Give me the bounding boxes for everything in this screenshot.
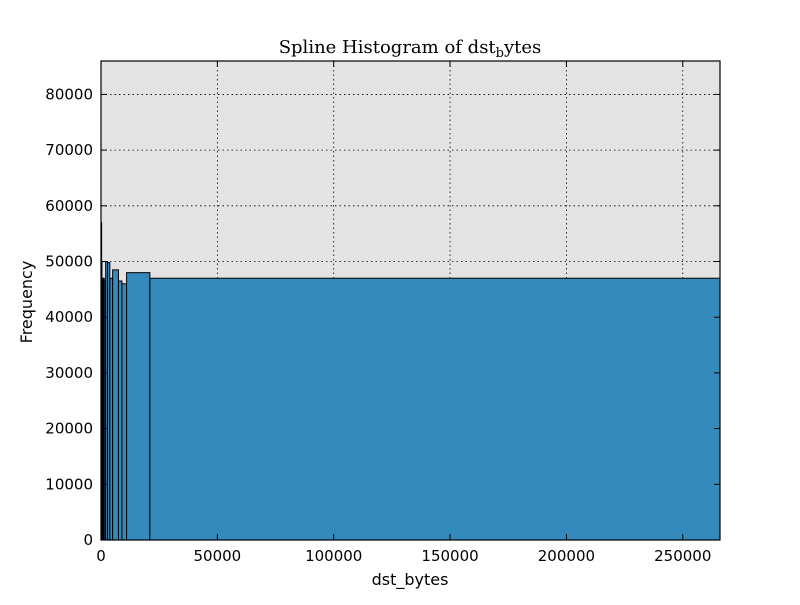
y-tick-label: 10000 bbox=[45, 475, 93, 493]
x-tick-label: 150000 bbox=[421, 547, 478, 565]
histogram-bar bbox=[121, 283, 128, 541]
histogram-bars bbox=[100, 222, 721, 541]
y-tick-label: 20000 bbox=[45, 420, 93, 438]
x-tick-label: 50000 bbox=[193, 547, 241, 565]
chart-title: Spline Histogram of dstbytes bbox=[279, 37, 542, 61]
x-axis-label: dst_bytes bbox=[372, 570, 449, 590]
histogram-bar bbox=[126, 272, 151, 541]
y-tick-label: 60000 bbox=[45, 197, 93, 215]
y-axis-ticks: 0 10000 20000 30000 40000 50000 60000 70000 8000… bbox=[45, 85, 720, 549]
chart-title-suffix: ytes bbox=[503, 37, 541, 58]
x-tick-label: 250000 bbox=[654, 547, 711, 565]
x-tick-label: 100000 bbox=[305, 547, 362, 565]
y-tick-label: 30000 bbox=[45, 364, 93, 382]
histogram-bar bbox=[112, 269, 119, 541]
histogram-bar bbox=[149, 277, 721, 541]
x-tick-label: 200000 bbox=[538, 547, 595, 565]
chart-title-main: Spline Histogram of dst bbox=[279, 37, 497, 58]
y-axis-label: Frequency bbox=[17, 261, 36, 344]
chart-title-subscript: b bbox=[496, 46, 504, 61]
x-axis-ticks: 0 50000 100000 150000 200000 250000 bbox=[96, 61, 711, 565]
y-tick-label: 40000 bbox=[45, 308, 93, 326]
y-tick-label: 80000 bbox=[45, 85, 93, 103]
y-tick-label: 0 bbox=[83, 531, 93, 549]
y-tick-label: 70000 bbox=[45, 141, 93, 159]
plot-frame bbox=[100, 60, 721, 541]
histogram-bar bbox=[117, 280, 123, 541]
x-tick-label: 0 bbox=[96, 547, 106, 565]
y-tick-label: 50000 bbox=[45, 253, 93, 271]
